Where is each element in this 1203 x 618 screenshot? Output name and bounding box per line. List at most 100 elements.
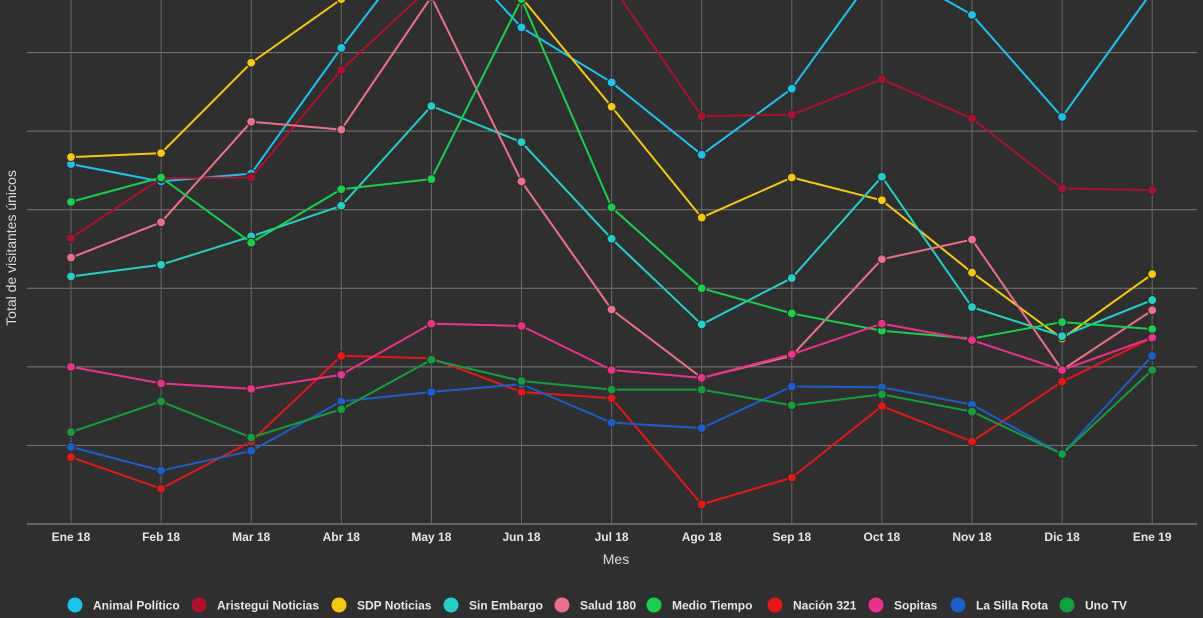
data-point[interactable]	[65, 151, 77, 163]
data-point[interactable]	[336, 200, 347, 211]
data-point[interactable]	[1147, 364, 1158, 376]
data-point[interactable]	[1056, 448, 1068, 460]
data-point[interactable]	[606, 101, 617, 112]
data-point[interactable]	[426, 318, 437, 329]
data-point[interactable]	[876, 254, 888, 265]
data-point[interactable]	[1147, 324, 1158, 335]
legend-item[interactable]: Aristegui Noticias	[191, 597, 320, 613]
data-point[interactable]	[516, 22, 527, 33]
data-point[interactable]	[966, 302, 978, 313]
data-point[interactable]	[1147, 350, 1158, 361]
data-point[interactable]	[336, 0, 347, 5]
data-point[interactable]	[876, 389, 888, 400]
data-point[interactable]	[696, 149, 707, 160]
data-point[interactable]	[516, 375, 527, 387]
data-point[interactable]	[65, 232, 77, 244]
data-point[interactable]	[336, 404, 347, 415]
data-point[interactable]	[786, 83, 797, 94]
data-point[interactable]	[606, 304, 617, 315]
data-point[interactable]	[1056, 183, 1068, 194]
data-point[interactable]	[876, 74, 888, 85]
data-point[interactable]	[966, 267, 978, 278]
data-point[interactable]	[1056, 331, 1068, 342]
data-point[interactable]	[1056, 364, 1068, 376]
data-point[interactable]	[606, 77, 617, 88]
data-point[interactable]	[336, 124, 347, 135]
data-point[interactable]	[786, 109, 797, 120]
data-point[interactable]	[516, 176, 527, 187]
data-point[interactable]	[786, 172, 797, 183]
data-point[interactable]	[336, 42, 347, 53]
data-point[interactable]	[246, 116, 257, 127]
data-point[interactable]	[786, 381, 797, 392]
data-point[interactable]	[156, 483, 167, 494]
data-point[interactable]	[1147, 332, 1158, 343]
data-point[interactable]	[156, 396, 167, 407]
data-point[interactable]	[786, 400, 797, 411]
data-point[interactable]	[65, 441, 77, 453]
data-point[interactable]	[1056, 316, 1068, 328]
data-point[interactable]	[156, 465, 167, 476]
data-point[interactable]	[336, 369, 347, 380]
data-point[interactable]	[246, 432, 257, 443]
data-point[interactable]	[696, 423, 707, 434]
legend-item[interactable]: Sopitas	[868, 597, 938, 613]
data-point[interactable]	[606, 202, 617, 213]
data-point[interactable]	[606, 384, 617, 395]
legend-item[interactable]: SDP Noticias	[331, 597, 432, 613]
data-point[interactable]	[516, 0, 527, 5]
data-point[interactable]	[696, 319, 707, 330]
data-point[interactable]	[606, 364, 617, 376]
data-point[interactable]	[156, 217, 167, 228]
data-point[interactable]	[426, 354, 437, 365]
legend-item[interactable]: Sin Embargo	[443, 597, 544, 613]
data-point[interactable]	[156, 172, 167, 183]
data-point[interactable]	[336, 184, 347, 195]
data-point[interactable]	[516, 137, 527, 148]
data-point[interactable]	[65, 196, 77, 207]
data-point[interactable]	[696, 499, 707, 510]
data-point[interactable]	[246, 383, 257, 394]
data-point[interactable]	[246, 172, 257, 183]
data-point[interactable]	[427, 0, 436, 2]
data-point[interactable]	[696, 384, 707, 395]
data-point[interactable]	[426, 173, 437, 185]
data-point[interactable]	[606, 233, 617, 244]
data-point[interactable]	[65, 271, 77, 282]
data-point[interactable]	[1147, 294, 1158, 306]
data-point[interactable]	[1147, 305, 1158, 316]
legend-item[interactable]: La Silla Rota	[950, 597, 1049, 613]
data-point[interactable]	[246, 445, 257, 457]
data-point[interactable]	[966, 335, 978, 346]
data-point[interactable]	[786, 349, 797, 360]
data-point[interactable]	[336, 64, 347, 75]
data-point[interactable]	[876, 318, 888, 329]
data-point[interactable]	[65, 452, 77, 463]
data-point[interactable]	[876, 401, 888, 412]
data-point[interactable]	[65, 361, 77, 372]
legend-item[interactable]: Salud 180	[554, 597, 637, 613]
data-point[interactable]	[1147, 184, 1158, 196]
data-point[interactable]	[966, 234, 978, 245]
data-point[interactable]	[966, 406, 978, 417]
data-point[interactable]	[1147, 269, 1158, 280]
data-point[interactable]	[966, 9, 978, 20]
data-point[interactable]	[156, 148, 167, 159]
data-point[interactable]	[876, 195, 888, 206]
data-point[interactable]	[65, 426, 77, 438]
data-point[interactable]	[1056, 111, 1068, 123]
legend-item[interactable]: Animal Político	[67, 597, 180, 613]
data-point[interactable]	[65, 252, 77, 263]
data-point[interactable]	[516, 320, 527, 332]
data-point[interactable]	[606, 393, 617, 404]
data-point[interactable]	[336, 350, 347, 361]
legend-item[interactable]: Medio Tiempo	[646, 597, 753, 613]
data-point[interactable]	[966, 113, 978, 124]
data-point[interactable]	[786, 308, 797, 319]
data-point[interactable]	[786, 472, 797, 483]
data-point[interactable]	[696, 212, 707, 223]
data-point[interactable]	[246, 237, 257, 248]
data-point[interactable]	[1056, 376, 1068, 387]
data-point[interactable]	[156, 259, 167, 270]
data-point[interactable]	[786, 272, 797, 284]
